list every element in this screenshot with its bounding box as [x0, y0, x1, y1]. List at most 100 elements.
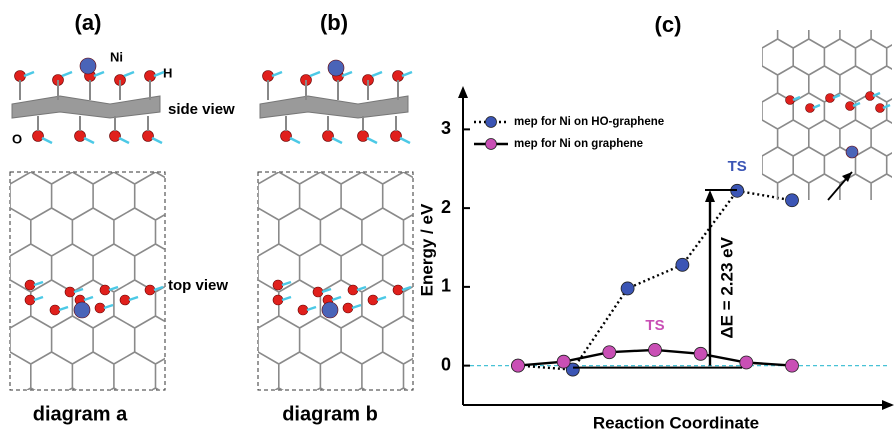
atom [323, 131, 334, 142]
h-bond [42, 138, 52, 143]
data-point [649, 343, 662, 356]
graphene-lattice [715, 0, 896, 210]
h-bond [342, 72, 352, 76]
atom [393, 71, 404, 82]
series-line [518, 191, 792, 370]
x-axis-label: Reaction Coordinate [593, 413, 759, 432]
axis-arrow [458, 86, 468, 98]
h-bond [24, 72, 34, 76]
atom [33, 131, 44, 142]
atom-label: Ni [110, 49, 123, 64]
h-bond [332, 297, 341, 300]
atom [50, 305, 60, 315]
h-bond [152, 138, 162, 143]
y-tick-label: 1 [441, 276, 451, 296]
h-bond [402, 287, 411, 290]
view-label: top view [168, 277, 228, 294]
figure: (a) Ni H O side view top view diagram a … [0, 0, 896, 435]
h-bond [282, 297, 291, 300]
ts-label: TS [728, 158, 747, 175]
h-bond [352, 305, 361, 308]
atom-label: O [12, 131, 22, 146]
h-bond [272, 72, 282, 76]
atom [393, 285, 403, 295]
atom [358, 131, 369, 142]
view-label: side view [168, 101, 235, 118]
h-bond [62, 72, 72, 76]
h-bond [84, 138, 94, 143]
data-point [676, 258, 689, 271]
atom [313, 287, 323, 297]
h-bond [367, 138, 377, 143]
panel-label: (c) [655, 12, 682, 37]
atom [343, 303, 353, 313]
data-point [786, 194, 799, 207]
h-bond [104, 305, 113, 308]
atom [273, 280, 283, 290]
h-bond [282, 282, 291, 285]
h-bond [34, 297, 43, 300]
atom [74, 302, 90, 318]
atom [846, 146, 858, 158]
h-bond [84, 297, 93, 300]
panel-label: (b) [320, 10, 348, 35]
atom [100, 285, 110, 295]
graphene-side [12, 96, 160, 118]
atom [263, 71, 274, 82]
atom [328, 60, 344, 76]
atom [65, 287, 75, 297]
h-bond [129, 297, 138, 300]
y-tick-label: 2 [441, 197, 451, 217]
atom [25, 280, 35, 290]
panel-a: (a) Ni H O side view top view diagram a [0, 10, 235, 435]
y-axis-label: Energy / eV [417, 203, 436, 296]
legend-label: mep for Ni on graphene [514, 138, 643, 150]
atom [110, 131, 121, 142]
atom [273, 295, 283, 305]
atom-label: H [163, 65, 172, 80]
data-point [603, 346, 616, 359]
h-bond [59, 307, 68, 310]
atom [298, 305, 308, 315]
data-point [557, 355, 570, 368]
atom [145, 285, 155, 295]
atom [281, 131, 292, 142]
arrow-head [705, 190, 715, 202]
caption: diagram a [33, 403, 128, 425]
atom [15, 71, 26, 82]
h-bond [310, 72, 320, 76]
y-tick-label: 0 [441, 354, 451, 374]
graphene-lattice [0, 100, 218, 435]
atom [25, 295, 35, 305]
lattice-bonds [715, 0, 896, 210]
ts-label: TS [645, 317, 664, 334]
atom [348, 285, 358, 295]
atom [322, 302, 338, 318]
data-point [512, 359, 525, 372]
lattice-bonds [0, 100, 218, 435]
h-bond [372, 72, 382, 76]
legend-label: mep for Ni on HO-graphene [514, 116, 664, 128]
panel-c: (c) Reaction Coordinate Energy / eV 0123… [417, 12, 894, 433]
data-point [786, 359, 799, 372]
atom [391, 131, 402, 142]
atom [75, 131, 86, 142]
delta-label: ΔE = 2.23 eV [717, 236, 736, 338]
h-bond [34, 282, 43, 285]
h-bond [124, 72, 134, 76]
axis-arrow [882, 400, 894, 410]
h-bond [119, 138, 129, 143]
h-bond [402, 72, 412, 76]
atom [80, 58, 96, 74]
inset [715, 0, 896, 210]
h-bond [94, 72, 104, 76]
h-bond [307, 307, 316, 310]
caption: diagram b [282, 403, 378, 425]
h-bond [332, 138, 342, 143]
h-bond [377, 297, 386, 300]
h-bond [290, 138, 300, 143]
legend-marker [486, 117, 497, 128]
h-bond [400, 138, 410, 143]
data-point [694, 347, 707, 360]
graphene-side [260, 96, 408, 118]
